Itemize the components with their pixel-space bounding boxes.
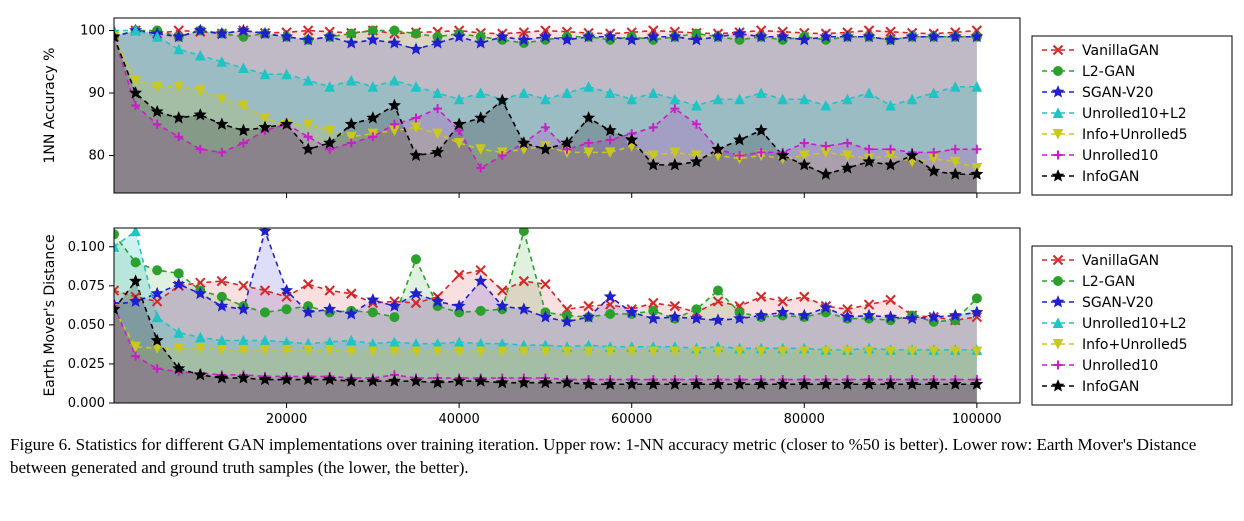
svg-text:Unrolled10: Unrolled10: [1082, 148, 1158, 164]
svg-text:L2-GAN: L2-GAN: [1082, 274, 1135, 290]
svg-text:90: 90: [88, 86, 105, 101]
svg-text:VanillaGAN: VanillaGAN: [1082, 43, 1159, 59]
svg-text:0.000: 0.000: [68, 396, 105, 411]
svg-text:Unrolled10: Unrolled10: [1082, 358, 1158, 374]
svg-text:VanillaGAN: VanillaGAN: [1082, 253, 1159, 269]
svg-text:1NN Accuracy %: 1NN Accuracy %: [42, 48, 58, 164]
svg-text:0.050: 0.050: [68, 318, 105, 333]
figure-root: 80 90 100 1NN Accuracy % VanillaGAN L2-GAN SGA…: [0, 0, 1244, 490]
svg-text:InfoGAN: InfoGAN: [1082, 379, 1139, 395]
panel-top-1nn-accuracy: 80 90 100 1NN Accuracy % VanillaGAN L2-GAN SGA…: [4, 8, 1240, 218]
figure-caption: Figure 6. Statistics for different GAN i…: [0, 428, 1244, 490]
svg-text:0.075: 0.075: [68, 279, 105, 294]
svg-text:SGAN-V20: SGAN-V20: [1082, 85, 1153, 101]
svg-text:Info+Unrolled5: Info+Unrolled5: [1082, 127, 1188, 143]
svg-text:0.100: 0.100: [68, 240, 105, 255]
svg-text:100000: 100000: [952, 412, 1002, 427]
figure-body: 80 90 100 1NN Accuracy % VanillaGAN L2-GAN SGA…: [0, 0, 1244, 428]
svg-text:80000: 80000: [784, 412, 825, 427]
svg-text:InfoGAN: InfoGAN: [1082, 169, 1139, 185]
panel-bottom-emd: 0.000 0.025 0.050 0.075 0.100 20000 40000 60000…: [4, 218, 1240, 428]
svg-text:L2-GAN: L2-GAN: [1082, 64, 1135, 80]
svg-text:Unrolled10+L2: Unrolled10+L2: [1082, 316, 1187, 332]
svg-text:Earth Mover's Distance: Earth Mover's Distance: [42, 234, 58, 396]
svg-text:20000: 20000: [266, 412, 307, 427]
svg-text:Unrolled10+L2: Unrolled10+L2: [1082, 106, 1187, 122]
svg-text:80: 80: [88, 149, 105, 164]
svg-text:40000: 40000: [438, 412, 479, 427]
svg-text:SGAN-V20: SGAN-V20: [1082, 295, 1153, 311]
svg-text:Info+Unrolled5: Info+Unrolled5: [1082, 337, 1188, 353]
svg-text:100: 100: [80, 24, 105, 39]
svg-text:0.025: 0.025: [68, 357, 105, 372]
svg-text:60000: 60000: [611, 412, 652, 427]
